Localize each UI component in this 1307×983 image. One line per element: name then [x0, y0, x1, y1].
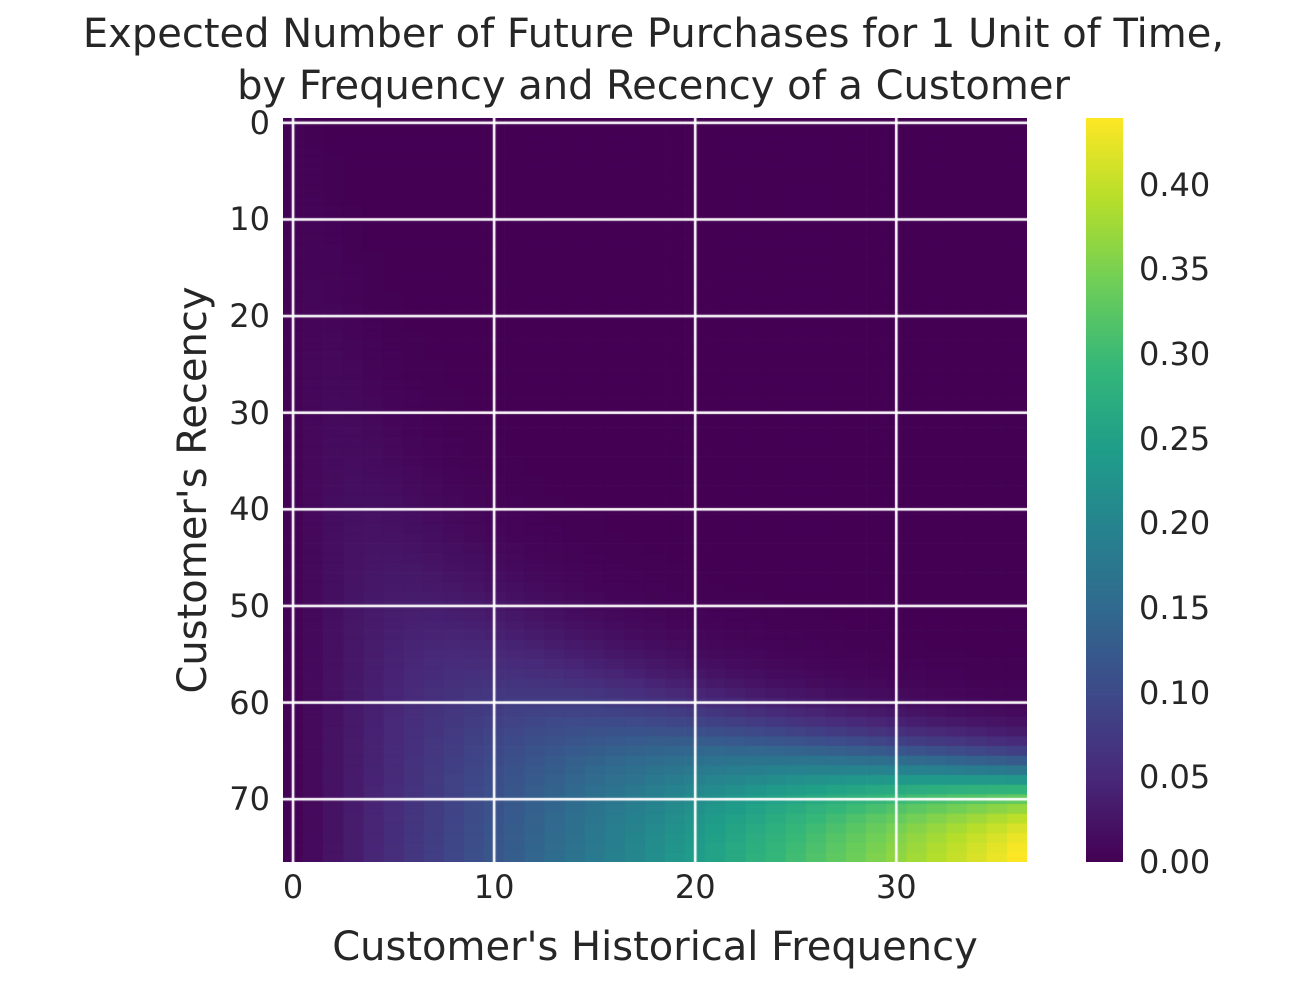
y-tick-label: 50 [229, 586, 270, 625]
colorbar-tick-label: 0.10 [1139, 673, 1211, 712]
y-tick-label: 60 [229, 683, 270, 722]
chart-title-line-2: by Frequency and Recency of a Customer [237, 63, 1070, 109]
colorbar-tick-label: 0.35 [1139, 250, 1211, 289]
colorbar-tick-label: 0.25 [1139, 419, 1211, 458]
colorbar-tick-label: 0.20 [1139, 504, 1211, 543]
x-tick-label: 10 [473, 868, 515, 906]
colorbar-tick-label: 0.00 [1139, 843, 1211, 881]
chart-title-line-1: Expected Number of Future Purchases for … [82, 11, 1225, 57]
colorbar-tick-label: 0.30 [1139, 334, 1211, 373]
colorbar-tick-label: 0.40 [1139, 165, 1211, 204]
x-tick-label: 30 [875, 868, 917, 906]
x-tick-label: 0 [282, 868, 304, 906]
y-tick-label: 20 [229, 297, 270, 336]
y-tick-label: 0 [249, 103, 270, 142]
heatmap-canvas [283, 118, 1027, 862]
colorbar-tick-label: 0.05 [1139, 758, 1211, 797]
x-axis-label: Customer's Historical Frequency [332, 924, 978, 970]
y-tick-label: 10 [229, 200, 270, 239]
colorbar-tick-label: 0.15 [1139, 588, 1211, 627]
y-axis-label: Customer's Recency [170, 286, 216, 694]
y-tick-label: 30 [229, 393, 270, 432]
y-tick-label: 70 [229, 780, 270, 819]
chart-title: Expected Number of Future Purchases for … [0, 8, 1307, 112]
y-tick-label: 40 [229, 490, 270, 529]
x-tick-label: 20 [674, 868, 716, 906]
colorbar [1086, 118, 1123, 862]
